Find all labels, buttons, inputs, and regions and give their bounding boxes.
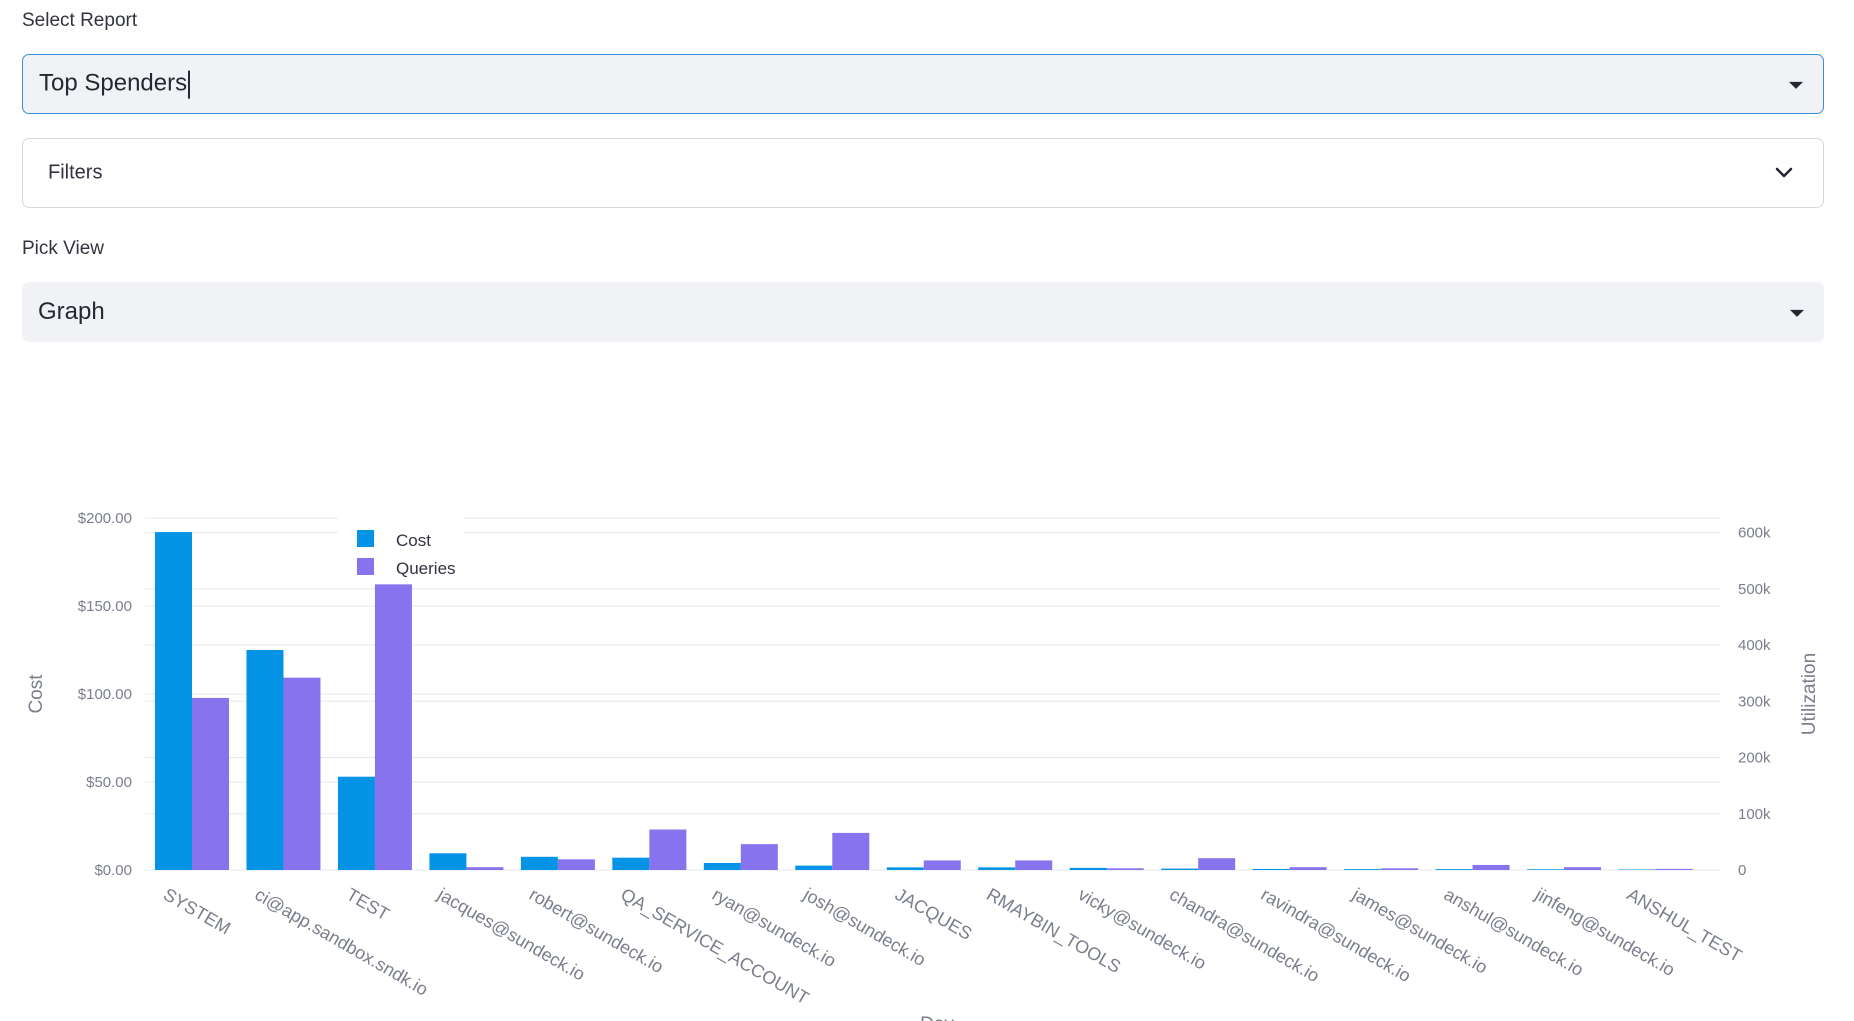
y2-tick-label: 600k (1738, 525, 1771, 542)
bar-cost (612, 857, 650, 870)
bar-queries (466, 867, 504, 870)
y2-tick-label: 400k (1738, 637, 1771, 654)
bar-cost (246, 650, 284, 870)
y-tick-label: $0.00 (94, 862, 132, 879)
bar-cost (155, 532, 192, 870)
bar-cost (1527, 869, 1565, 870)
bar-queries (923, 860, 961, 870)
bar-cost (1344, 869, 1382, 870)
y2-tick-label: 500k (1738, 581, 1771, 598)
bar-queries (1472, 864, 1510, 870)
x-tick-label: ravindra@sundeck.io (1258, 884, 1415, 986)
select-report-value[interactable]: Top Spenders (39, 70, 191, 99)
y-tick-label: $200.00 (78, 510, 132, 527)
text-cursor (188, 70, 191, 99)
bar-cost (1435, 869, 1473, 870)
bar-cost (978, 867, 1016, 870)
bar-cost (703, 862, 741, 870)
x-tick-label: chandra@sundeck.io (1166, 884, 1323, 986)
bar-queries (832, 832, 870, 870)
bar-queries (1289, 867, 1327, 870)
x-tick-label: ci@app.sandbox.sndk.io (251, 884, 431, 1000)
bar-cost (1069, 867, 1107, 870)
chevron-down-icon[interactable] (1775, 167, 1793, 179)
bar-queries (649, 829, 687, 870)
y2-tick-label: 300k (1738, 693, 1771, 710)
y-tick-label: $50.00 (86, 774, 132, 791)
y-tick-label: $150.00 (78, 598, 132, 615)
bar-queries (740, 844, 778, 870)
bar-cost (1618, 869, 1656, 870)
legend-swatch-queries (357, 558, 374, 575)
filters-title: Filters (48, 161, 103, 184)
legend-swatch-cost (357, 530, 374, 547)
pick-view-dropdown[interactable]: Graph (22, 282, 1824, 342)
bar-cost (337, 776, 375, 870)
bar-cost (886, 867, 924, 870)
bar-queries (1655, 868, 1693, 870)
bar-cost (429, 853, 467, 870)
y2-tick-label: 100k (1738, 806, 1771, 823)
x-tick-label: SYSTEM (160, 884, 234, 938)
caret-down-icon[interactable] (1790, 309, 1804, 317)
x-tick-label: JACQUES (892, 884, 976, 944)
bar-queries (1106, 868, 1144, 870)
bar-queries (557, 859, 595, 870)
y2-tick-label: 0 (1738, 862, 1746, 879)
select-report-dropdown[interactable]: Top Spenders (22, 54, 1824, 114)
bar-queries (1015, 860, 1053, 870)
bar-queries (1564, 867, 1602, 870)
legend-label-queries: Queries (396, 559, 456, 578)
x-tick-label: jacques@sundeck.io (434, 884, 589, 985)
bar-cost (520, 856, 558, 870)
y-axis-title: Cost (26, 674, 47, 714)
y2-axis-title: Utilization (1799, 653, 1820, 735)
x-tick-label: TEST (343, 884, 393, 924)
bar-queries (192, 697, 229, 870)
pick-view-value: Graph (38, 298, 105, 325)
bar-queries (283, 677, 321, 870)
legend-label-cost: Cost (396, 531, 431, 550)
bar-queries (1198, 858, 1236, 870)
bar-queries (374, 584, 412, 870)
caret-down-icon[interactable] (1789, 81, 1803, 89)
bar-cost (795, 865, 833, 870)
bar-cost (1161, 868, 1199, 870)
y2-tick-label: 200k (1738, 750, 1771, 767)
bar-cost (1252, 868, 1290, 870)
x-axis-title: Day (920, 1014, 954, 1021)
bar-queries (1381, 868, 1419, 870)
pick-view-label: Pick View (22, 238, 105, 259)
select-report-label: Select Report (22, 10, 138, 31)
y-tick-label: $100.00 (78, 686, 132, 703)
filters-expander[interactable]: Filters (22, 138, 1824, 208)
